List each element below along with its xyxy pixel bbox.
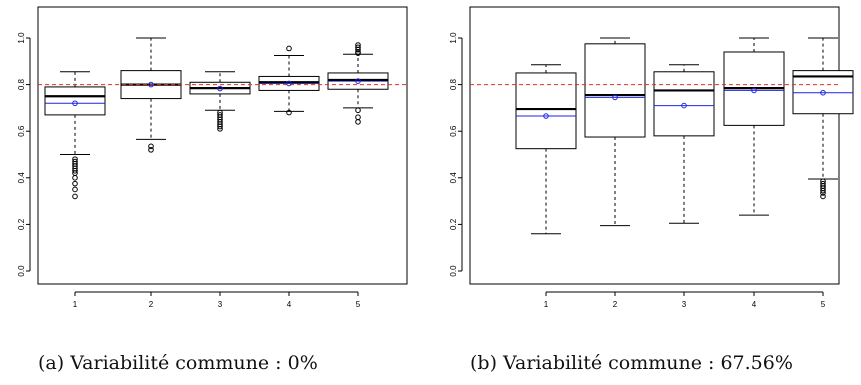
mean-marker [543, 113, 549, 119]
x-tick-label: 2 [149, 300, 154, 309]
y-tick-label: 0.0 [449, 265, 458, 277]
x-tick-label: 3 [682, 300, 687, 309]
box-category-3 [653, 64, 715, 224]
outlier-point [72, 180, 78, 187]
x-tick-label: 5 [821, 300, 826, 309]
x-tick-label: 4 [752, 300, 757, 309]
y-tick-label: 0.6 [449, 125, 458, 137]
outlier-point [72, 186, 78, 193]
x-tick-label: 1 [544, 300, 549, 309]
outlier-point [286, 45, 292, 52]
outlier-point [355, 46, 361, 53]
box-category-3 [189, 71, 251, 132]
outlier-point [820, 193, 826, 200]
outlier-point [820, 190, 826, 196]
outlier-point [148, 147, 154, 153]
outlier-point [286, 109, 292, 116]
box-category-1 [515, 64, 577, 235]
y-tick-label: 0.2 [17, 218, 26, 230]
mean-marker [355, 78, 361, 84]
mean-marker [148, 81, 154, 88]
outlier-point [217, 126, 223, 132]
y-tick-label: 0.0 [17, 265, 26, 277]
box-category-2 [120, 37, 182, 153]
x-tick-label: 4 [287, 300, 292, 309]
y-tick-label: 1.0 [449, 32, 458, 44]
iqr-box [792, 70, 854, 115]
y-tick-label: 0.2 [449, 218, 458, 230]
y-tick-label: 0.4 [449, 172, 458, 184]
plot-frame [37, 6, 408, 285]
iqr-box [653, 71, 715, 137]
y-tick-label: 0.8 [449, 78, 458, 90]
outlier-point [820, 187, 826, 194]
outlier-point [355, 50, 361, 56]
outlier-point [148, 143, 154, 150]
mean-marker [681, 102, 687, 109]
mean-marker [820, 89, 826, 96]
mean-marker [751, 87, 757, 94]
outlier-point [72, 168, 78, 174]
caption-a: (a) Variabilité commune : 0% [38, 352, 318, 374]
x-tick-label: 5 [356, 300, 361, 309]
mean-marker [612, 94, 618, 101]
box-category-5 [327, 42, 389, 125]
x-tick-label: 2 [613, 300, 618, 309]
outlier-point [72, 193, 78, 200]
panel-a-boxplot: 0.0 0.2 0.4 0.6 0.8 1.0 1 2 3 4 5 [17, 6, 408, 309]
outlier-point [217, 123, 223, 130]
y-tick-label: 0.6 [17, 125, 26, 137]
y-tick-label: 0.4 [17, 172, 26, 184]
panel-b-boxplot: 0.0 0.2 0.4 0.6 0.8 1.0 1 2 3 4 5 [449, 6, 854, 309]
mean-marker [286, 80, 292, 87]
x-tick-label: 1 [73, 300, 78, 309]
box-category-1 [44, 71, 106, 200]
caption-b: (b) Variabilité commune : 67.56% [470, 352, 793, 374]
y-tick-label: 0.8 [17, 78, 26, 90]
mean-marker [72, 100, 78, 107]
outlier-point [355, 107, 361, 114]
y-tick-label: 1.0 [17, 32, 26, 44]
iqr-box [515, 72, 577, 150]
iqr-box [584, 43, 646, 138]
outlier-point [72, 175, 78, 181]
box-category-4 [258, 45, 320, 116]
box-category-4 [723, 37, 785, 216]
outlier-point [355, 114, 361, 121]
box-category-5 [792, 37, 854, 200]
box-category-2 [584, 37, 646, 227]
outlier-point [355, 119, 361, 125]
mean-marker [217, 85, 223, 92]
x-tick-label: 3 [218, 300, 223, 309]
plot-frame [469, 6, 840, 285]
